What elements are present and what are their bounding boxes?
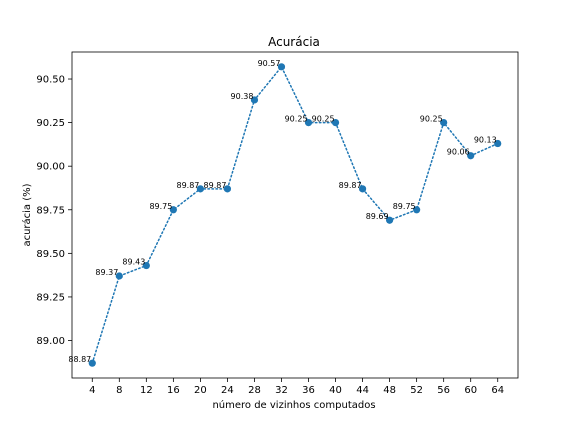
data-label: 90.06 xyxy=(447,148,470,157)
data-label: 90.57 xyxy=(258,59,281,68)
x-tick-label: 32 xyxy=(275,385,288,396)
x-tick-label: 12 xyxy=(140,385,153,396)
data-label: 90.38 xyxy=(231,92,254,101)
data-points xyxy=(88,63,502,367)
x-tick-label: 48 xyxy=(383,385,396,396)
axes: 4 8 12 16 20 24 28 32 36 40 44 48 52 56 60 6489.0089.25… xyxy=(36,51,519,396)
data-point xyxy=(413,206,421,214)
x-tick-label: 8 xyxy=(116,385,122,396)
y-tick-label: 90.00 xyxy=(36,162,65,173)
y-tick-label: 89.50 xyxy=(36,249,65,260)
x-tick-label: 16 xyxy=(167,385,180,396)
series-line xyxy=(91,65,499,364)
data-label: 90.25 xyxy=(420,115,443,124)
x-tick-label: 52 xyxy=(410,385,423,396)
data-label: 89.37 xyxy=(95,268,118,277)
data-label: 90.13 xyxy=(474,136,497,145)
data-point xyxy=(358,185,367,193)
data-label: 89.43 xyxy=(122,258,145,267)
data-labels: 88.87 89.37 89.43 89.75 89.87 89.87 90.38 90.57… xyxy=(68,59,496,364)
x-tick-label: 24 xyxy=(221,385,234,396)
data-point xyxy=(142,261,150,270)
x-tick-label: 36 xyxy=(302,385,315,396)
data-point xyxy=(331,119,340,127)
data-point xyxy=(250,96,259,104)
x-tick-label: 20 xyxy=(194,385,207,396)
y-tick-label: 90.50 xyxy=(36,75,65,86)
data-point xyxy=(386,216,394,224)
data-point xyxy=(440,119,448,127)
y-tick-label: 90.25 xyxy=(36,118,65,129)
x-tick-label: 56 xyxy=(437,385,450,396)
data-label: 89.75 xyxy=(393,202,416,211)
y-tick-label: 89.75 xyxy=(36,205,65,216)
y-tick-label: 89.25 xyxy=(36,292,65,303)
data-point xyxy=(196,185,204,193)
data-label: 89.87 xyxy=(204,181,227,190)
data-label: 90.25 xyxy=(285,115,308,124)
y-axis-label: acurácia (%) xyxy=(21,183,33,246)
x-tick-label: 40 xyxy=(329,385,342,396)
data-point xyxy=(223,185,232,193)
data-point xyxy=(304,119,313,127)
series-line-layer xyxy=(91,65,499,364)
x-tick-label: 28 xyxy=(248,385,261,396)
data-point xyxy=(467,152,475,160)
data-label: 89.75 xyxy=(149,202,172,211)
data-point xyxy=(88,359,96,367)
data-point xyxy=(494,139,502,148)
data-label: 88.87 xyxy=(68,355,91,364)
x-tick-label: 64 xyxy=(491,385,504,396)
plot-frame xyxy=(71,51,519,379)
x-tick-label: 4 xyxy=(89,385,95,396)
data-point xyxy=(277,63,286,71)
data-label: 90.25 xyxy=(312,115,335,124)
data-point xyxy=(169,206,177,214)
data-label: 89.87 xyxy=(339,181,362,190)
chart-title: Acurácia xyxy=(268,35,320,49)
data-point xyxy=(115,272,123,280)
data-label: 89.69 xyxy=(366,212,389,221)
data-label: 89.87 xyxy=(176,181,199,190)
x-tick-label: 44 xyxy=(356,385,369,396)
y-tick-label: 89.00 xyxy=(36,336,65,347)
x-tick-label: 60 xyxy=(464,385,477,396)
x-axis-label: número de vizinhos computados xyxy=(212,399,375,411)
